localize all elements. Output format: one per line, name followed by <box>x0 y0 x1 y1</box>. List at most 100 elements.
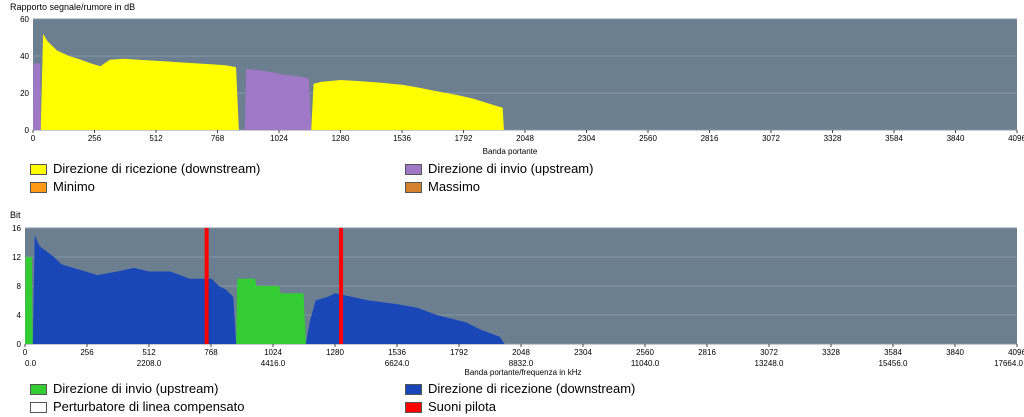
bits-y-tick-label: 4 <box>17 311 22 320</box>
bits-x-tick-label: 1280 <box>326 348 344 357</box>
snr-x-tick-label: 2816 <box>701 134 719 143</box>
bits-y-tick-label: 0 <box>17 340 22 349</box>
snr-x-tick-label: 512 <box>149 134 163 143</box>
bits-series-area <box>236 278 306 344</box>
bits-legend-pilot-tones: Suoni pilota <box>405 399 496 415</box>
legend-label: Massimo <box>428 179 481 194</box>
bits-x-tick-khz-label: 15456.0 <box>879 359 908 368</box>
legend-swatch <box>30 163 47 175</box>
legend-swatch <box>405 383 422 395</box>
snr-x-tick-label: 3840 <box>947 134 965 143</box>
snr-legend-minimum: Minimo <box>30 179 95 195</box>
snr-x-tick-label: 1280 <box>332 134 350 143</box>
snr-series-area <box>244 68 312 130</box>
snr-x-tick-label: 1792 <box>455 134 473 143</box>
bits-x-tick-label: 3584 <box>884 348 902 357</box>
bits-x-tick-khz-label: 6624.0 <box>385 359 410 368</box>
bits-x-tick-khz-label: 2208.0 <box>137 359 162 368</box>
bits-x-axis-label: Banda portante/frequenza in kHz <box>465 368 582 377</box>
bits-y-tick-label: 8 <box>17 282 22 291</box>
snr-x-tick-label: 3072 <box>762 134 780 143</box>
snr-series-area <box>33 63 41 130</box>
legend-label: Perturbatore di linea compensato <box>53 399 245 414</box>
snr-y-ticks: 0 20 40 60 <box>20 15 29 135</box>
snr-y-axis-label: Rapporto segnale/rumore in dB <box>10 2 135 12</box>
snr-x-tick-label: 1536 <box>393 134 411 143</box>
pilot-tone-marker <box>339 228 344 344</box>
snr-x-tick-label: 4096 <box>1008 134 1024 143</box>
bits-x-tick-label: 4096 <box>1008 348 1024 357</box>
bits-x-tick-label: 2048 <box>512 348 530 357</box>
bits-x-tick-label: 768 <box>204 348 218 357</box>
legend-swatch <box>405 401 422 413</box>
bits-x-tick-label: 1792 <box>450 348 468 357</box>
snr-x-tick-label: 256 <box>88 134 102 143</box>
bits-x-tick-khz-label: 13248.0 <box>755 359 784 368</box>
bits-y-tick-label: 12 <box>12 253 21 262</box>
snr-legend-downstream: Direzione di ricezione (downstream) <box>30 161 260 177</box>
bits-chart: Bit 0 4 8 12 16 0 256 512 768 1024 1280 1536 1792 20… <box>10 210 1024 377</box>
legend-label: Minimo <box>53 179 95 194</box>
snr-x-ticks: 0 256 512 768 1024 1280 1536 1792 2048 2304 2560 28… <box>31 130 1024 143</box>
snr-legend-maximum: Massimo <box>405 179 480 195</box>
bits-x-tick-label: 2816 <box>698 348 716 357</box>
bits-series-area <box>25 257 33 344</box>
snr-x-tick-label: 768 <box>211 134 225 143</box>
legend-swatch <box>405 163 422 175</box>
bits-x-tick-label: 1536 <box>388 348 406 357</box>
bits-x-tick-label: 2304 <box>574 348 592 357</box>
legend-swatch <box>30 401 47 413</box>
legend-label: Direzione di invio (upstream) <box>428 161 594 176</box>
bits-x-tick-label: 0 <box>23 348 28 357</box>
bits-y-axis-label: Bit <box>10 210 21 220</box>
legend-swatch <box>30 181 47 193</box>
bits-y-ticks: 0 4 8 12 16 <box>12 224 21 349</box>
snr-y-tick-label: 40 <box>20 52 29 61</box>
legend-label: Direzione di ricezione (downstream) <box>53 161 261 176</box>
bits-x-tick-khz-label: 17664.0 <box>994 359 1023 368</box>
snr-x-tick-label: 3328 <box>824 134 842 143</box>
snr-y-tick-label: 0 <box>25 126 30 135</box>
snr-x-tick-label: 0 <box>31 134 36 143</box>
bits-x-tick-label: 2560 <box>636 348 654 357</box>
bits-y-tick-label: 16 <box>12 224 21 233</box>
snr-y-tick-label: 20 <box>20 89 29 98</box>
bits-x-tick-khz-label: 4416.0 <box>261 359 286 368</box>
bits-x-tick-khz-label: 11040.0 <box>631 359 660 368</box>
bits-x-tick-label: 3072 <box>760 348 778 357</box>
snr-legend-upstream: Direzione di invio (upstream) <box>405 161 593 177</box>
snr-series-area <box>40 33 239 130</box>
legend-swatch <box>405 181 422 193</box>
bits-legend-downstream: Direzione di ricezione (downstream) <box>405 381 635 397</box>
snr-y-tick-label: 60 <box>20 15 29 24</box>
legend-label: Suoni pilota <box>428 399 496 414</box>
legend-swatch <box>30 383 47 395</box>
snr-x-tick-label: 2560 <box>639 134 657 143</box>
snr-x-tick-label: 2048 <box>516 134 534 143</box>
snr-x-tick-label: 3584 <box>885 134 903 143</box>
snr-x-tick-label: 2304 <box>578 134 596 143</box>
bits-series-area <box>305 293 505 344</box>
bits-x-tick-label: 3840 <box>946 348 964 357</box>
snr-series-area <box>311 80 504 130</box>
bits-x-ticks: 0 256 512 768 1024 1280 1536 1792 2048 2304 2560 28… <box>23 344 1024 357</box>
snr-x-tick-label: 1024 <box>270 134 288 143</box>
bits-legend-upstream: Direzione di invio (upstream) <box>30 381 218 397</box>
bits-x-tick-label: 256 <box>80 348 94 357</box>
snr-chart: Rapporto segnale/rumore in dB 0 20 40 60 0 2… <box>10 2 1024 156</box>
legend-label: Direzione di invio (upstream) <box>53 381 219 396</box>
bits-x-tick-khz-label: 8832.0 <box>509 359 534 368</box>
bits-pilot-tones <box>204 228 344 344</box>
snr-series <box>33 33 504 130</box>
bits-x-tick-label: 1024 <box>264 348 282 357</box>
legend-label: Direzione di ricezione (downstream) <box>428 381 636 396</box>
pilot-tone-marker <box>204 228 209 344</box>
bits-x-tick-label: 512 <box>142 348 156 357</box>
bits-series-area <box>32 235 237 344</box>
bits-x-ticks-khz: 0.0 2208.0 4416.0 6624.0 8832.0 11040.0 13248.… <box>25 359 1024 368</box>
bits-legend-compensated-disturber: Perturbatore di linea compensato <box>30 399 245 415</box>
snr-x-axis-label: Banda portante <box>483 147 538 156</box>
bits-x-tick-khz-label: 0.0 <box>25 359 37 368</box>
bits-x-tick-label: 3328 <box>822 348 840 357</box>
